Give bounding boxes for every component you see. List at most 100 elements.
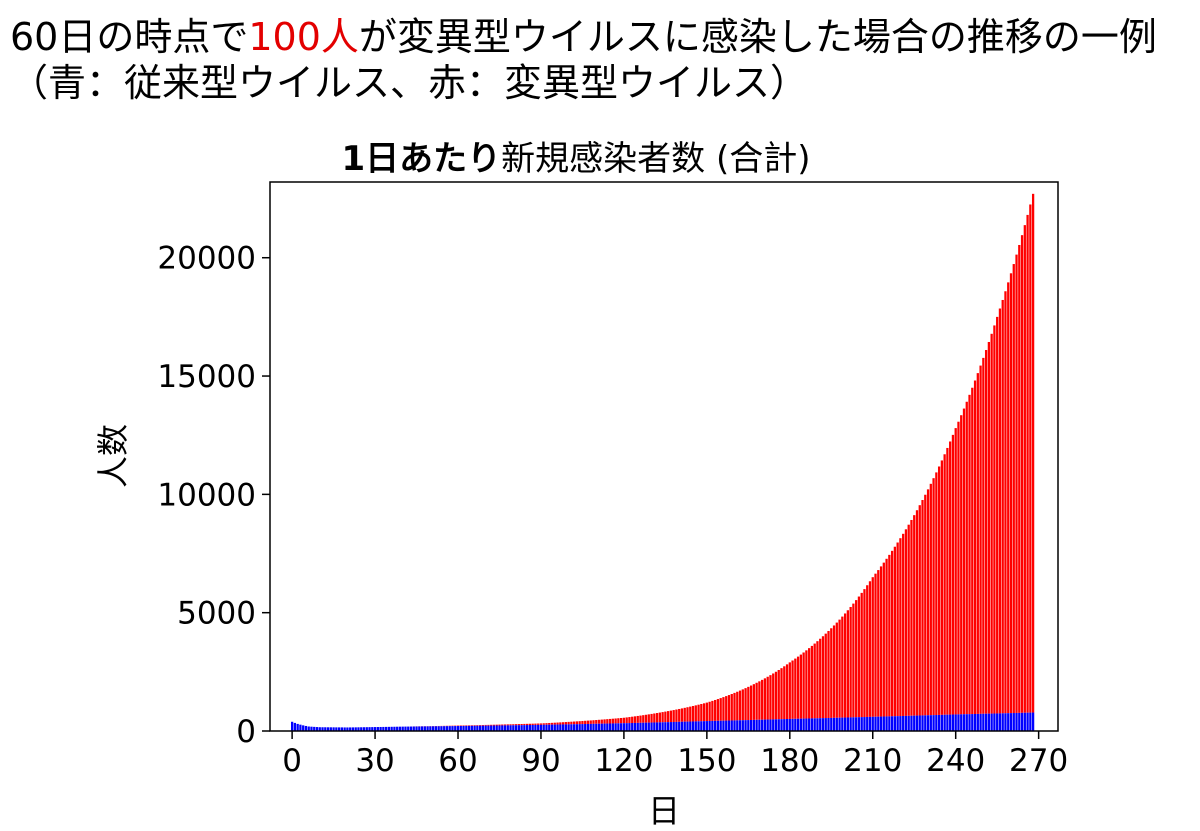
bar-conventional-day-135 <box>664 722 667 731</box>
bar-conventional-day-124 <box>633 722 637 731</box>
bar-variant-day-95 <box>553 722 556 725</box>
bar-variant-day-214 <box>882 562 885 717</box>
bar-conventional-day-107 <box>586 723 590 731</box>
bar-variant-day-115 <box>608 718 612 724</box>
bar-variant-day-187 <box>808 648 811 719</box>
bar-conventional-day-189 <box>813 718 816 731</box>
bar-conventional-day-44 <box>412 726 415 731</box>
bar-conventional-day-182 <box>794 718 797 731</box>
bar-variant-day-159 <box>730 694 733 721</box>
bar-variant-day-126 <box>639 715 642 723</box>
bar-variant-day-110 <box>595 720 598 724</box>
bar-conventional-day-17 <box>337 727 341 731</box>
bar-variant-day-206 <box>860 592 863 718</box>
bar-conventional-day-209 <box>868 716 872 731</box>
bar-variant-day-234 <box>937 466 941 715</box>
bar-conventional-day-36 <box>390 726 393 731</box>
bar-variant-day-174 <box>772 673 775 720</box>
bar-conventional-day-173 <box>769 719 772 731</box>
bar-conventional-day-252 <box>987 713 991 731</box>
bar-variant-day-215 <box>885 558 888 717</box>
bar-conventional-day-94 <box>550 724 554 731</box>
bar-conventional-day-97 <box>559 724 562 731</box>
bar-conventional-day-178 <box>783 719 786 731</box>
bar-variant-day-131 <box>653 713 656 723</box>
bar-conventional-day-15 <box>332 727 335 731</box>
bar-variant-day-83 <box>520 723 523 726</box>
x-tick-label-90: 90 <box>521 743 560 779</box>
bar-conventional-day-206 <box>860 717 863 731</box>
bar-variant-day-88 <box>534 723 537 725</box>
bar-conventional-day-139 <box>675 721 678 731</box>
bar-conventional-day-154 <box>716 720 720 731</box>
bar-conventional-day-241 <box>957 714 960 731</box>
bar-variant-day-71 <box>487 724 490 726</box>
bar-conventional-day-159 <box>730 720 733 731</box>
bar-conventional-day-253 <box>990 713 993 731</box>
bar-variant-day-87 <box>531 723 534 725</box>
bar-variant-day-92 <box>545 723 548 725</box>
bar-conventional-day-152 <box>711 720 714 731</box>
bar-conventional-day-199 <box>841 717 844 731</box>
bar-variant-day-263 <box>1018 244 1021 713</box>
bars-group <box>290 193 1035 731</box>
bar-variant-day-114 <box>606 719 609 724</box>
bar-variant-day-101 <box>570 721 573 725</box>
bar-variant-day-219 <box>896 542 899 717</box>
bar-variant-day-121 <box>625 717 628 724</box>
bar-conventional-day-247 <box>973 713 977 731</box>
bar-conventional-day-66 <box>473 725 476 731</box>
bar-conventional-day-89 <box>537 724 540 731</box>
bar-conventional-day-204 <box>855 717 858 731</box>
bar-conventional-day-244 <box>965 714 968 731</box>
bar-variant-day-145 <box>691 705 695 722</box>
bar-variant-day-262 <box>1015 254 1018 713</box>
bar-conventional-day-12 <box>324 727 327 731</box>
bar-conventional-day-18 <box>340 727 344 731</box>
bar-variant-day-229 <box>924 494 927 716</box>
bar-variant-day-259 <box>1007 282 1010 714</box>
bar-conventional-day-132 <box>655 722 659 731</box>
bar-conventional-day-28 <box>368 727 371 731</box>
bar-variant-day-69 <box>481 724 485 726</box>
bar-conventional-day-102 <box>573 724 576 731</box>
bar-variant-day-171 <box>763 678 767 720</box>
y-tick-label-5000: 5000 <box>177 596 256 632</box>
bar-conventional-day-231 <box>929 715 932 731</box>
bar-variant-day-242 <box>960 415 963 715</box>
bar-variant-day-200 <box>843 613 847 718</box>
bar-variant-day-194 <box>827 630 830 718</box>
bar-conventional-day-34 <box>384 726 388 731</box>
bar-conventional-day-232 <box>932 715 935 731</box>
bar-variant-day-260 <box>1009 273 1013 714</box>
bar-conventional-day-197 <box>835 717 838 731</box>
bar-variant-day-190 <box>816 641 819 719</box>
bar-conventional-day-87 <box>531 724 534 731</box>
bar-conventional-day-4 <box>302 725 305 731</box>
bar-variant-day-112 <box>600 719 603 724</box>
bar-conventional-day-84 <box>523 725 526 731</box>
bar-conventional-day-1 <box>293 722 297 731</box>
bar-conventional-day-224 <box>910 715 913 731</box>
bar-conventional-day-65 <box>470 725 473 731</box>
bar-conventional-day-115 <box>608 723 612 731</box>
bar-variant-day-72 <box>490 724 493 726</box>
bar-conventional-day-167 <box>752 719 755 731</box>
bar-variant-day-257 <box>1001 299 1004 714</box>
bar-conventional-day-163 <box>741 720 744 731</box>
bar-conventional-day-111 <box>597 723 601 731</box>
bar-variant-day-100 <box>567 721 570 725</box>
bar-variant-day-158 <box>727 695 731 721</box>
bar-conventional-day-192 <box>821 718 825 731</box>
bar-variant-day-150 <box>705 702 708 722</box>
bar-variant-day-235 <box>940 460 944 715</box>
bar-conventional-day-112 <box>600 723 603 731</box>
bar-conventional-day-205 <box>857 717 861 731</box>
bar-conventional-day-161 <box>736 720 739 731</box>
bar-variant-day-139 <box>675 709 678 722</box>
bar-conventional-day-109 <box>592 723 595 731</box>
bar-conventional-day-147 <box>697 721 700 731</box>
bar-conventional-day-24 <box>357 727 360 731</box>
bar-variant-day-243 <box>962 408 966 715</box>
bar-variant-day-232 <box>932 478 935 716</box>
